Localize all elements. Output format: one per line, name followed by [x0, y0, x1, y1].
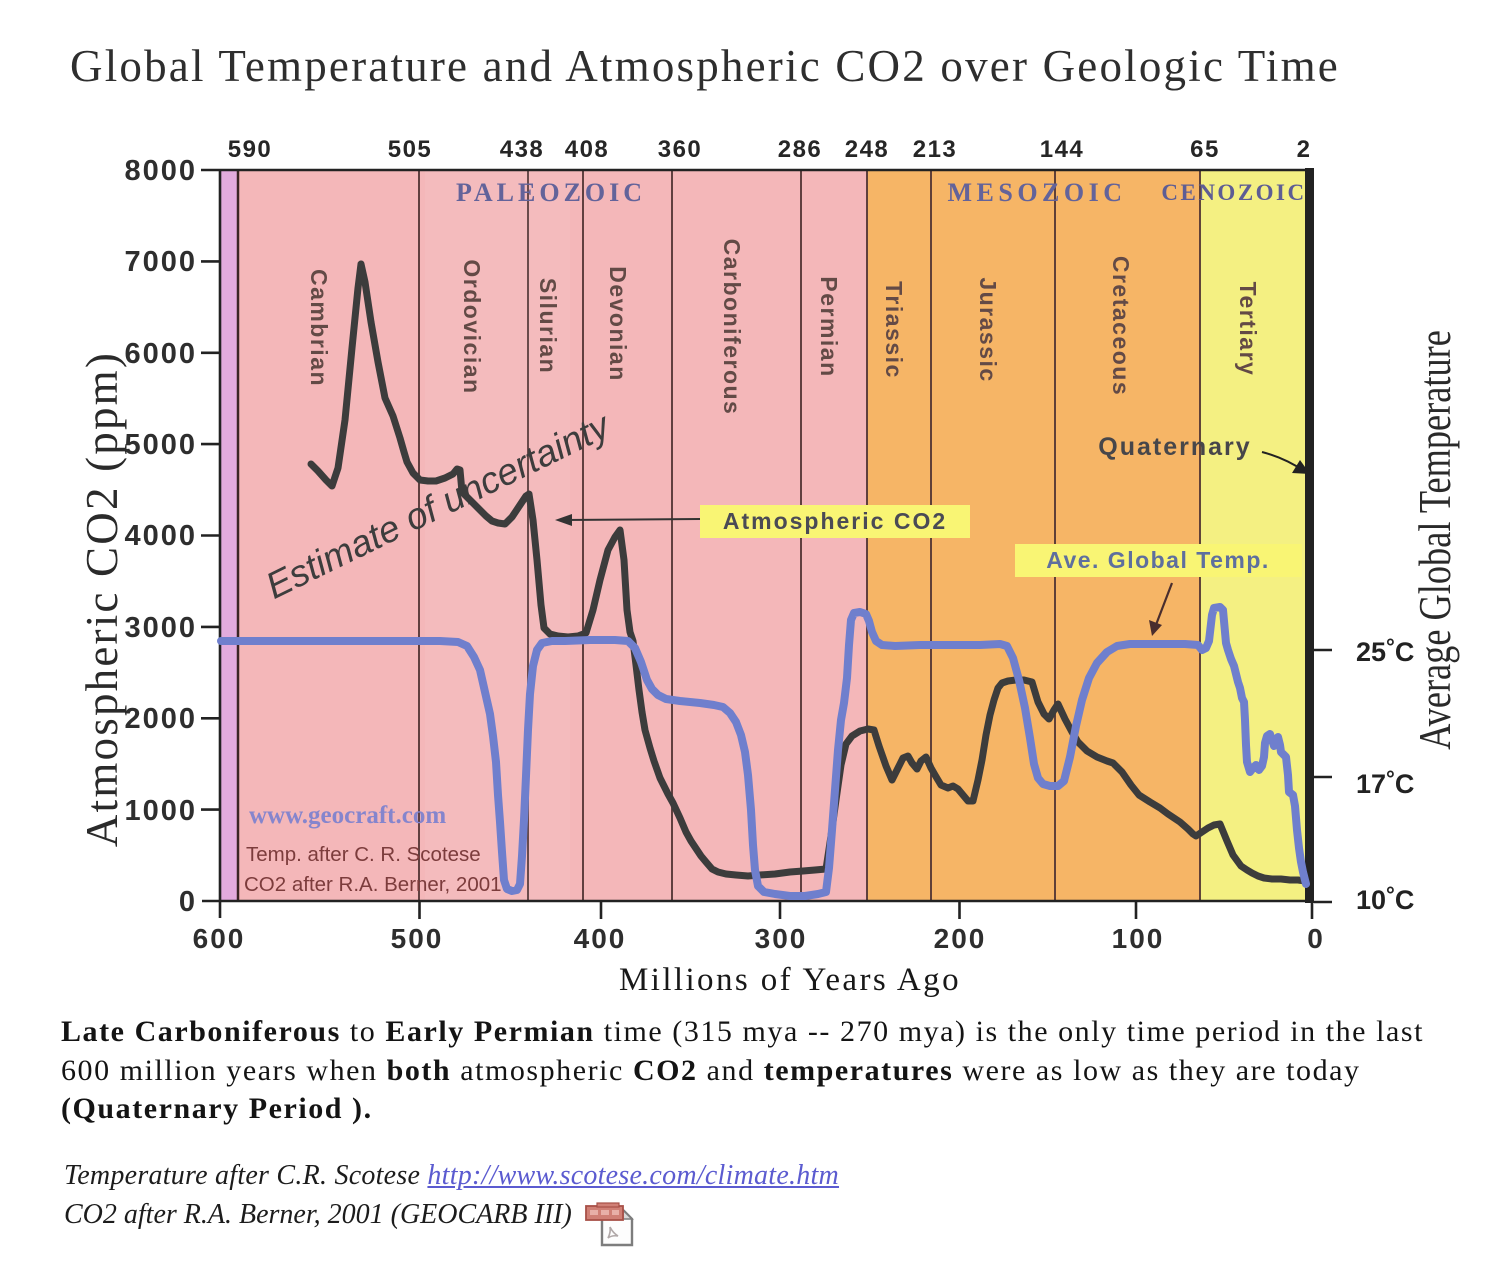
svg-text:4000: 4000: [124, 520, 197, 552]
svg-text:8000: 8000: [124, 155, 197, 187]
svg-text:CO2 after R.A. Berner, 2001: CO2 after R.A. Berner, 2001: [244, 873, 502, 896]
svg-text:500: 500: [391, 923, 444, 954]
svg-text:Quaternary: Quaternary: [1098, 433, 1251, 461]
svg-text:505: 505: [388, 136, 433, 163]
svg-text:590: 590: [228, 136, 273, 163]
svg-text:Temp. after C. R. Scotese: Temp. after C. R. Scotese: [246, 843, 481, 866]
svg-text:1000: 1000: [124, 795, 197, 827]
svg-text:5000: 5000: [124, 429, 197, 461]
svg-text:213: 213: [913, 136, 958, 163]
svg-text:Devonian: Devonian: [605, 266, 631, 382]
svg-text:www.geocraft.com: www.geocraft.com: [249, 802, 446, 829]
svg-text:Ave. Global Temp.: Ave. Global Temp.: [1046, 547, 1270, 573]
svg-text:Atmospheric CO2 (ppm): Atmospheric CO2 (ppm): [77, 351, 127, 847]
svg-text:0: 0: [1307, 923, 1325, 954]
svg-text:6000: 6000: [124, 338, 197, 370]
svg-text:7000: 7000: [124, 246, 197, 278]
svg-text:Ordovician: Ordovician: [459, 259, 485, 394]
svg-text:Cretaceous: Cretaceous: [1108, 256, 1134, 396]
svg-text:65: 65: [1190, 136, 1220, 163]
svg-text:144: 144: [1040, 136, 1085, 163]
svg-text:17°C: 17°C: [1356, 766, 1414, 799]
svg-text:MESOZOIC: MESOZOIC: [947, 178, 1126, 207]
svg-text:400: 400: [574, 923, 627, 954]
svg-text:Carboniferous: Carboniferous: [719, 239, 745, 416]
svg-text:Average Global Temperature: Average Global Temperature: [1409, 330, 1460, 750]
svg-text:Jurassic: Jurassic: [975, 277, 1001, 382]
svg-text:286: 286: [778, 136, 823, 163]
svg-text:2000: 2000: [124, 703, 197, 735]
svg-text:408: 408: [565, 136, 610, 163]
svg-text:Millions of Years Ago: Millions of Years Ago: [619, 962, 961, 998]
svg-text:PALEOZOIC: PALEOZOIC: [456, 178, 646, 207]
svg-text:100: 100: [1112, 923, 1165, 954]
svg-text:Silurian: Silurian: [535, 278, 561, 374]
svg-text:25°C: 25°C: [1356, 634, 1414, 667]
svg-text:438: 438: [500, 136, 545, 163]
svg-text:600: 600: [193, 923, 246, 954]
svg-text:360: 360: [658, 136, 703, 163]
svg-text:Tertiary: Tertiary: [1235, 282, 1261, 377]
svg-text:Cambrian: Cambrian: [306, 269, 332, 387]
svg-text:Triassic: Triassic: [881, 281, 907, 379]
svg-text:300: 300: [755, 923, 808, 954]
svg-text:3000: 3000: [124, 612, 197, 644]
svg-text:Permian: Permian: [816, 276, 842, 377]
svg-text:2: 2: [1297, 136, 1312, 163]
svg-text:CENOZOIC: CENOZOIC: [1161, 180, 1306, 205]
svg-text:0: 0: [179, 886, 197, 918]
svg-text:10°C: 10°C: [1356, 882, 1414, 915]
svg-text:200: 200: [934, 923, 987, 954]
svg-text:248: 248: [845, 136, 890, 163]
svg-text:Atmospheric CO2: Atmospheric CO2: [723, 508, 947, 534]
